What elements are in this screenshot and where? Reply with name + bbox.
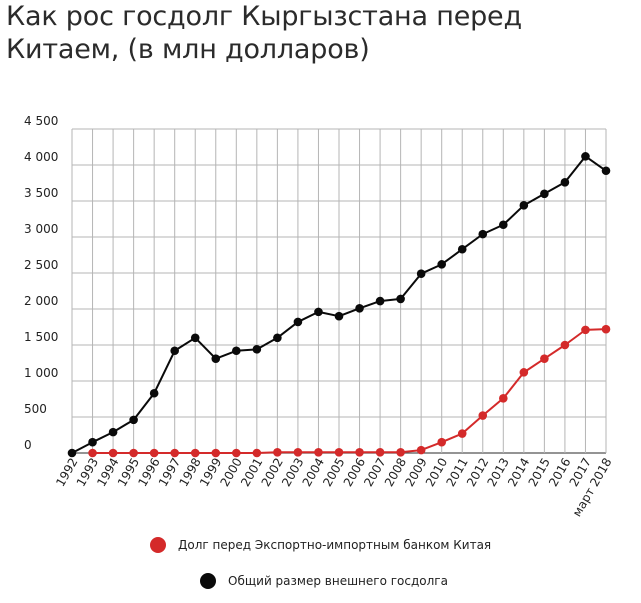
data-point [519,368,529,377]
data-point [437,437,446,447]
data-point [232,346,241,356]
data-point [232,448,241,458]
data-point [149,448,159,458]
data-point [581,325,590,335]
y-axis-ticks: 0 500 1 000 1 500 2 000 2 500 3 000 3 500 4 000 4… [24,114,58,452]
data-point [314,447,323,457]
legend-label-total: Общий размер внешнего госдолга [228,574,448,588]
y-tick-label: 3 000 [24,222,58,236]
data-point [499,220,508,230]
data-point [457,429,467,438]
data-point [314,307,323,317]
series-points [67,152,611,458]
chart-title: Как рос госдолг Кыргызстана перед Китаем… [6,1,522,65]
data-point [67,448,77,458]
data-point [581,152,590,161]
y-tick-label: 2 000 [24,294,58,308]
data-point [108,427,118,437]
data-point [211,448,221,458]
data-point [293,447,303,457]
legend-marker-red-icon [150,537,166,553]
y-tick-label: 2 500 [24,258,58,272]
data-point [519,201,529,210]
y-tick-label: 500 [24,402,47,416]
legend-marker-black-icon [200,573,216,589]
data-point [478,411,488,420]
data-point [334,311,344,321]
data-point [170,448,179,458]
data-point [396,447,405,457]
y-tick-label: 1 500 [24,330,58,344]
data-point [540,354,549,363]
data-point [149,388,159,398]
data-point [355,303,364,313]
data-point [273,447,282,457]
y-tick-label: 4 500 [24,114,58,128]
y-tick-label: 4 000 [24,150,58,164]
data-point [293,317,303,327]
data-point [108,448,118,458]
data-point [437,260,446,269]
data-point [560,177,570,187]
data-point [375,447,385,457]
y-tick-label: 0 [24,438,32,452]
data-point [355,447,364,457]
data-point [416,445,426,455]
data-point [540,189,549,199]
legend-label-china: Долг перед Экспортно-импортным банком Ки… [178,538,492,552]
data-point [252,345,262,354]
data-point [129,448,138,458]
data-point [560,340,570,350]
x-axis-ticks: 1992199319941995199619971998199920002001… [53,456,614,520]
y-tick-label: 3 500 [24,186,58,200]
chart-grid [71,128,607,454]
data-point [478,229,488,239]
data-point [375,296,385,306]
data-point [129,415,138,425]
data-point [601,166,611,176]
data-point [252,448,262,458]
series-line-0 [92,328,607,454]
data-point [601,324,611,334]
legend-item-china: Долг перед Экспортно-импортным банком Ки… [150,537,491,553]
data-point [457,244,467,254]
data-point [499,393,508,403]
data-point [170,346,179,356]
y-tick-label: 1 000 [24,366,58,380]
legend-item-total: Общий размер внешнего госдолга [200,573,448,589]
data-point [273,333,282,343]
data-point [88,437,97,447]
data-point [88,448,97,458]
data-point [416,269,426,279]
data-point [334,447,344,457]
data-point [190,333,200,343]
data-point [211,354,221,363]
data-point [190,448,200,458]
data-point [396,294,405,304]
